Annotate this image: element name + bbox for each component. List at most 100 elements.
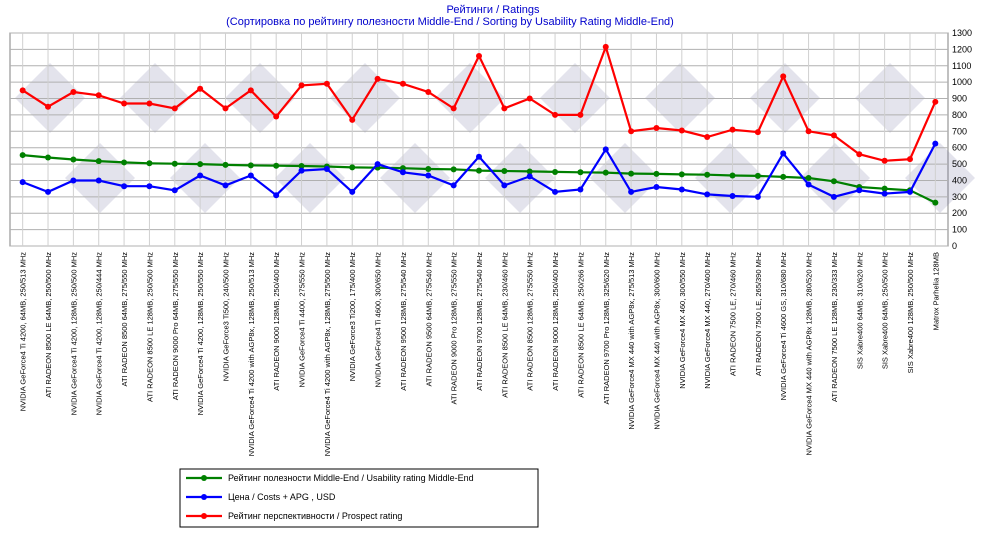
data-point (780, 150, 787, 157)
legend-swatch-marker (201, 475, 207, 481)
data-point (273, 162, 280, 169)
data-point (856, 187, 863, 194)
data-point (298, 163, 305, 170)
x-tick-label: NVIDIA GeForce4 Ti 4200, 64MB, 250/513 M… (19, 252, 28, 411)
data-point (146, 183, 153, 190)
data-point (476, 52, 482, 59)
data-point (628, 170, 635, 177)
legend-swatch-marker (201, 494, 207, 500)
data-point (197, 172, 204, 179)
x-tick-label: ATI RADEON 7500 LE, 270/460 MHz (729, 252, 738, 376)
x-tick-label: ATI RADEON 9000 Pro 128MB, 275/550 MHz (450, 252, 459, 405)
data-point (273, 192, 280, 199)
x-tick-label: ATI RADEON 9000 128MB, 250/400 MHz (272, 252, 281, 391)
x-tick-label: SIS Xabre400 128MB, 250/500 MHz (906, 252, 915, 374)
legend-box (179, 468, 539, 528)
x-tick-label: ATI RADEON 7500 LE, 265/390 MHz (754, 252, 763, 376)
x-tick-label: ATI RADEON 8500 LE 128MB, 250/500 MHz (145, 252, 154, 402)
data-point (247, 162, 254, 169)
data-point (45, 188, 52, 195)
legend-swatch-marker (201, 513, 207, 519)
data-point (298, 82, 305, 89)
data-point (450, 105, 457, 112)
data-point (881, 157, 888, 164)
data-point (577, 169, 584, 176)
data-point (653, 170, 660, 177)
data-point (146, 160, 153, 167)
watermark-shape (485, 143, 555, 213)
data-point (121, 183, 128, 190)
plot-area: 0 100 200 300 400 500 600 700 800 900 1000 1100 1200… (9, 28, 975, 457)
x-tick-label: SIS Xabre400 64MB, 310/620 MHz (855, 252, 864, 369)
data-point (678, 127, 685, 134)
series-2 (19, 140, 939, 200)
x-tick-label: ATI RADEON 7500 LE 128MB, 230/333 MHz (830, 252, 839, 402)
data-point (678, 186, 685, 193)
data-point (323, 80, 330, 87)
data-point (222, 182, 229, 189)
y-tick-label: 400 (952, 175, 967, 185)
y-tick-label: 800 (952, 110, 967, 120)
data-point (628, 188, 635, 195)
watermark-shape (275, 143, 345, 213)
data-point (526, 168, 533, 175)
x-tick-label: ATI RADEON 8500 LE 64MB, 250/500 MHz (44, 252, 53, 398)
watermark-shape (120, 63, 190, 133)
data-point (19, 87, 26, 94)
data-point (602, 169, 609, 176)
data-point (552, 111, 559, 118)
y-tick-label: 300 (952, 192, 967, 202)
x-tick-label: NVIDIA GeForce4 MX 440 with AGP8x 128MB,… (805, 252, 814, 456)
x-tick-label: ATI RADEON 9700 128MB, 275/540 MHz (475, 252, 484, 391)
x-tick-label: ATI RADEON 9500 64MB, 275/540 MHz (424, 252, 433, 387)
watermark-shape (855, 63, 925, 133)
chart-title: Рейтинги / Ratings (447, 4, 540, 16)
x-tick-label: NVIDIA GeForce4 MX 440 with AGP8x, 275/5… (627, 252, 636, 430)
data-point (602, 146, 609, 153)
x-tick-label: SIS Xabre400 64MB, 250/500 MHz (881, 252, 890, 369)
data-point (476, 153, 482, 160)
y-tick-label: 600 (952, 143, 967, 153)
data-point (247, 87, 254, 94)
data-point (830, 193, 837, 200)
watermark-shape (645, 63, 715, 133)
data-point (70, 177, 77, 184)
y-tick-label: 1100 (952, 61, 971, 71)
x-tick-label: ATI RADEON 8500 LE 64MB, 230/460 MHz (500, 252, 509, 398)
data-point (45, 103, 52, 110)
legend-label: Рейтинг полезности Middle-End / Usabilit… (228, 473, 474, 483)
data-point (628, 128, 635, 135)
chart-subtitle: (Сортировка по рейтингу полезности Middl… (226, 16, 674, 28)
data-point (729, 126, 736, 133)
x-tick-label: NVIDIA GeForce4 Ti 4600 GS, 310/680 MHz (779, 252, 788, 401)
y-tick-label: 900 (952, 94, 967, 104)
watermark-shape (590, 143, 660, 213)
x-tick-label: NVIDIA GeForce4 Ti 4200 with AGP8x, 128M… (247, 252, 256, 457)
data-point (830, 178, 837, 185)
x-tick-label: Matrox Parhelia 128MB (931, 252, 940, 330)
data-point (729, 193, 736, 200)
data-point (197, 161, 204, 168)
x-tick-label: NVIDIA GeForce3 Ti500, 240/500 MHz (221, 252, 230, 381)
data-point (121, 100, 128, 107)
data-point (450, 166, 457, 173)
watermark-shape (380, 143, 450, 213)
data-point (95, 177, 102, 184)
y-tick-label: 500 (952, 159, 967, 169)
x-tick-label: ATI RADEON 9000 128MB, 250/400 MHz (551, 252, 560, 391)
data-point (526, 173, 533, 180)
x-tick-label: ATI RADEON 9000 Pro 64MB, 275/550 MHz (171, 252, 180, 401)
data-point (704, 191, 711, 198)
y-tick-label: 1300 (952, 28, 972, 38)
data-point (830, 132, 837, 139)
y-tick-label: 1200 (952, 44, 972, 54)
data-point (121, 159, 128, 166)
x-tick-label: ATI RADEON 9500 128MB, 275/540 MHz (399, 252, 408, 391)
x-tick-label: NVIDIA GeForce4 Ti 4200, 128MB, 250/500 … (69, 252, 78, 416)
data-point (323, 165, 330, 172)
data-point (399, 169, 406, 176)
data-point (805, 175, 812, 182)
x-tick-label: ATI RADEON 8500 64MB, 275/550 MHz (120, 252, 129, 387)
data-point (349, 164, 356, 171)
